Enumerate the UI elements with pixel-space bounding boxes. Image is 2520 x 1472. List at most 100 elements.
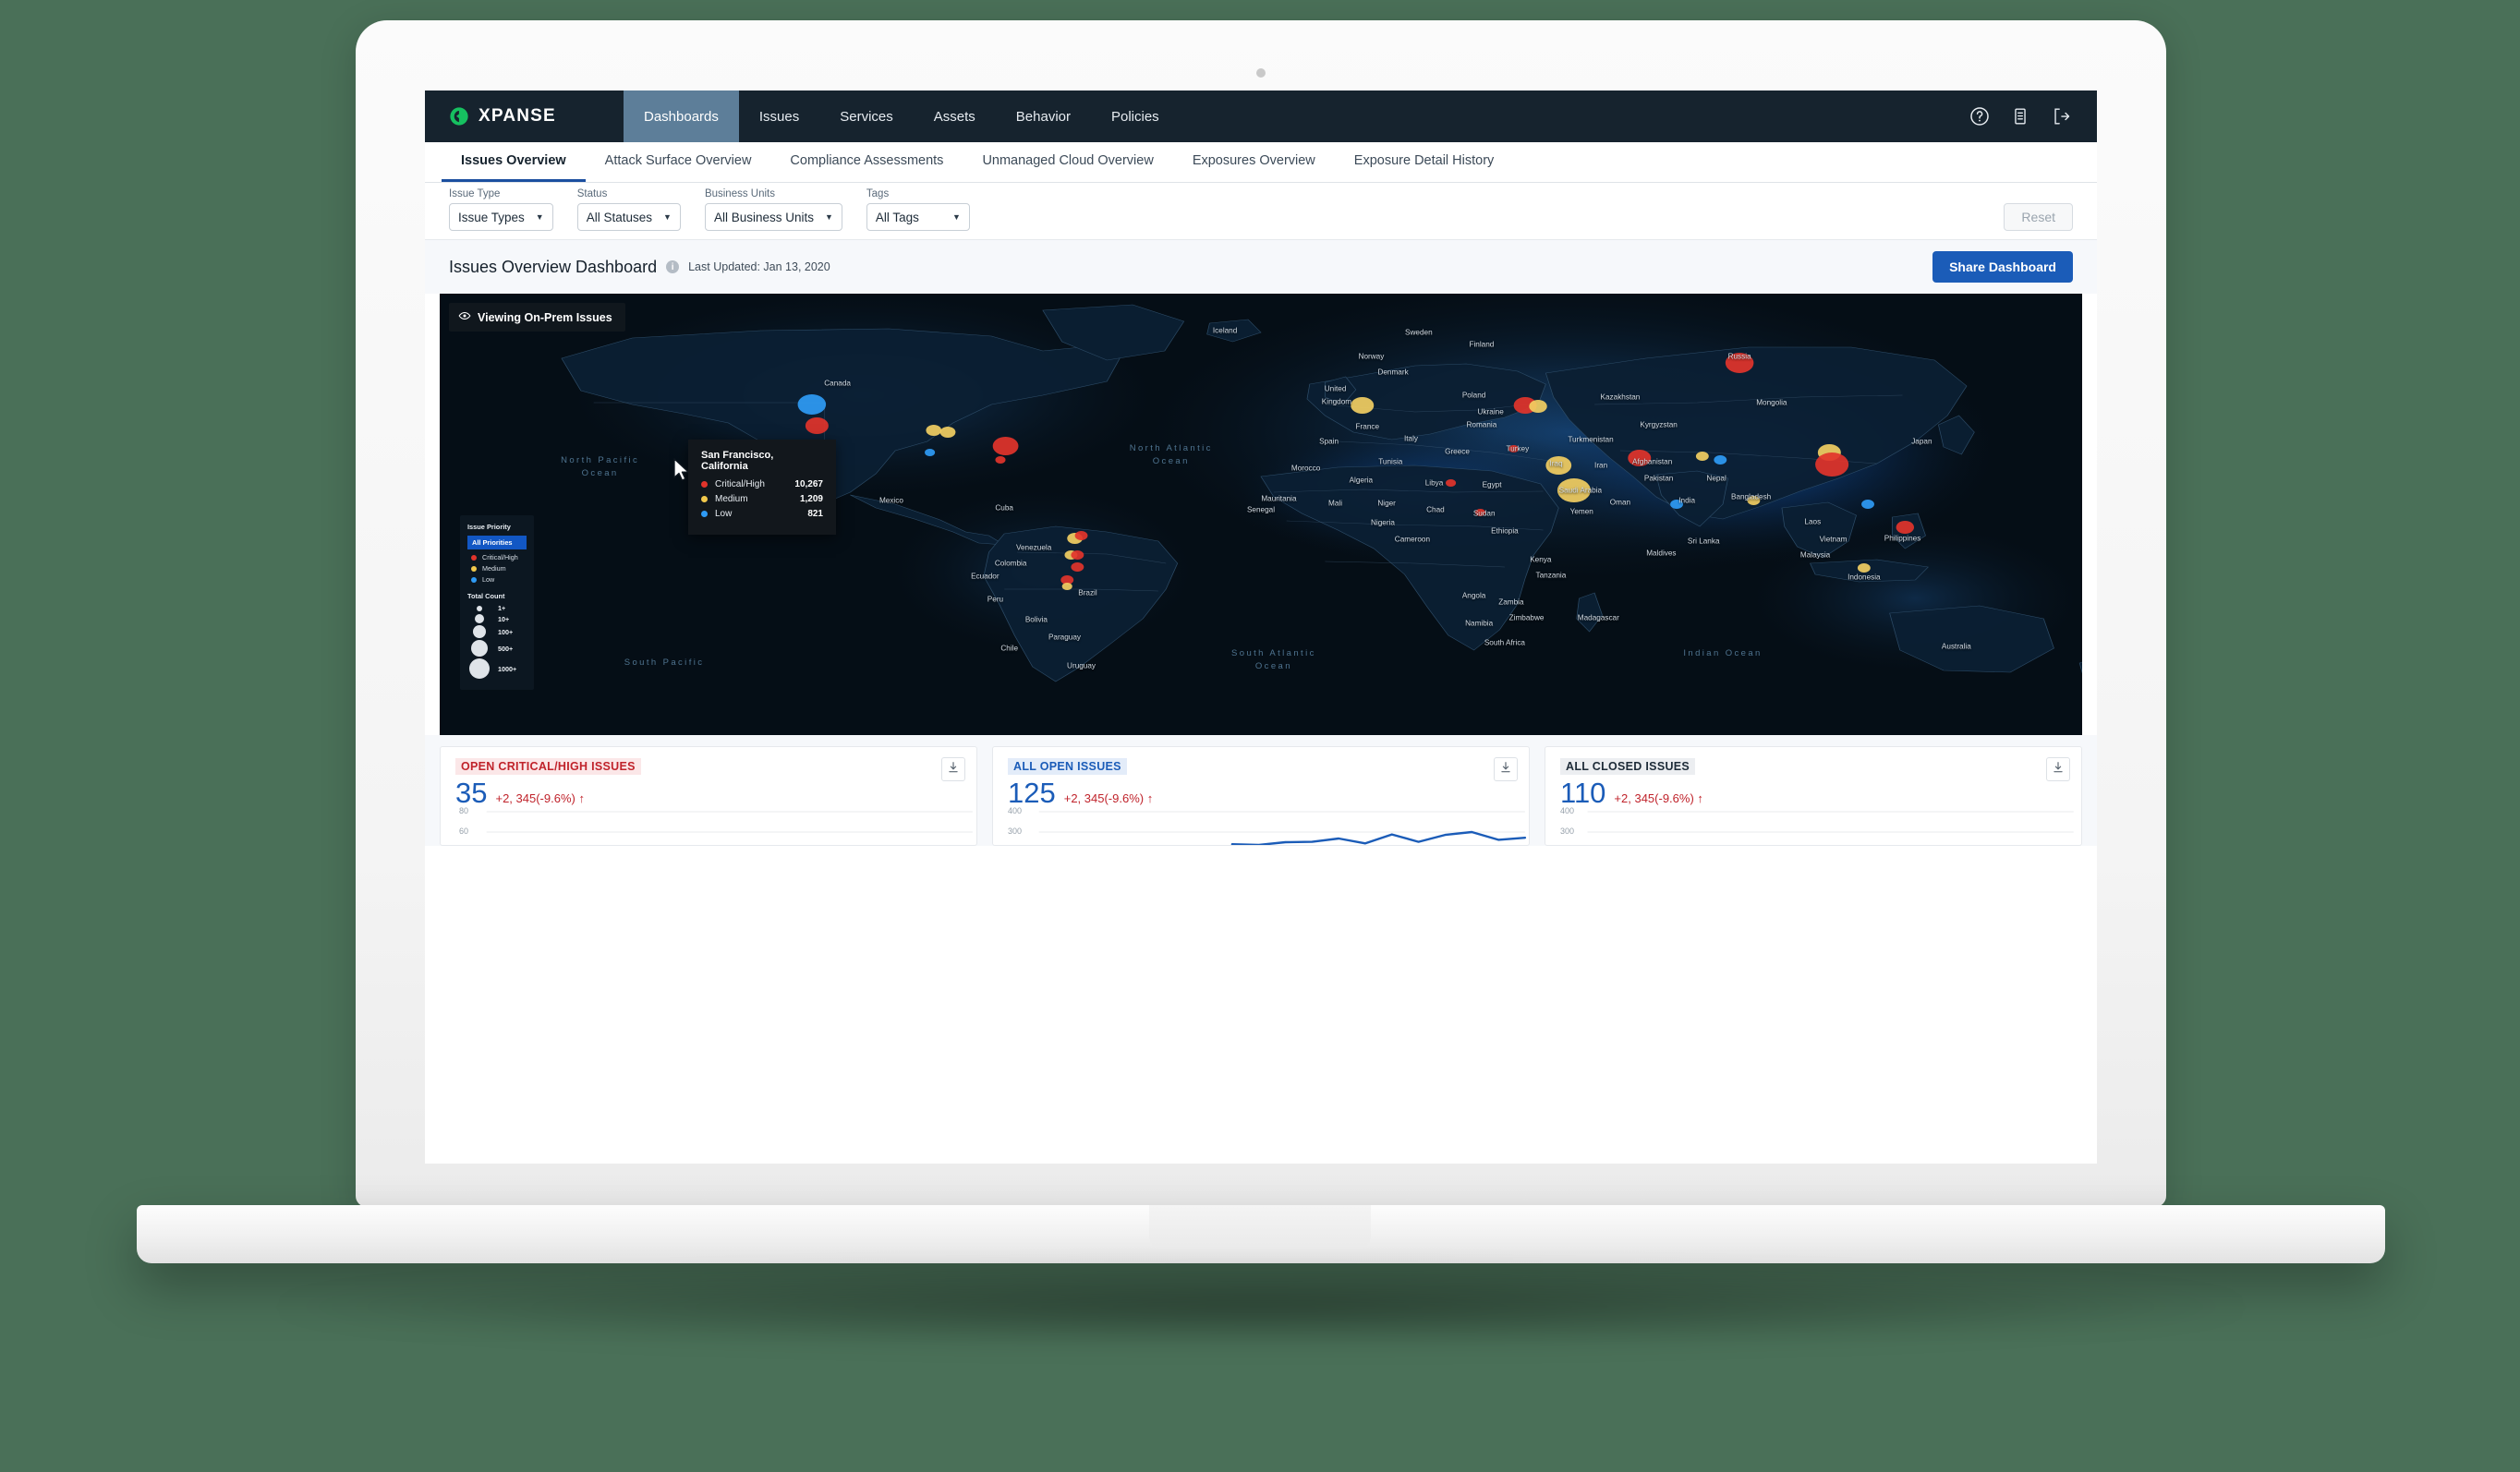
tags-select[interactable]: All Tags ▼ [866,203,970,231]
tab-issues-overview[interactable]: Issues Overview [442,142,586,182]
map-issue-bubble[interactable] [1557,478,1591,502]
size-label: 1+ [498,604,506,612]
map-issue-bubble[interactable] [1628,450,1652,466]
business-units-value: All Business Units [713,210,814,224]
map-issue-bubble[interactable] [995,456,1006,464]
trend-up-arrow-icon: ↑ [578,791,585,805]
low-dot-icon [471,576,477,583]
status-select[interactable]: All Statuses ▼ [576,203,681,231]
map-issue-bubble[interactable] [1695,452,1709,461]
card-open-critical-high-issues[interactable]: OPEN CRITICAL/HIGH ISSUES 35 +2, 345(-9.… [440,746,977,846]
logout-icon[interactable] [2049,104,2073,128]
chevron-down-icon: ▼ [951,212,961,222]
page-title: Issues Overview Dashboard [449,257,658,276]
map-issue-bubble[interactable] [1071,550,1084,560]
brand-logo[interactable]: XPANSE [425,90,624,142]
map-issue-bubble[interactable] [1670,500,1684,509]
tab-label: Exposures Overview [1192,153,1315,168]
filter-status: Status All Statuses ▼ [576,188,681,231]
map-issue-bubble[interactable] [1474,509,1486,516]
help-icon[interactable] [1968,104,1992,128]
card-sparkline: 80 60 [441,804,976,845]
share-dashboard-button[interactable]: Share Dashboard [1932,251,2073,283]
legend-item-medium[interactable]: Medium [471,564,527,573]
viewing-mode-badge[interactable]: Viewing On-Prem Issues [449,303,625,332]
xpanse-app: XPANSE Dashboards Issues Services Assets… [425,90,2097,1164]
map-issue-bubble[interactable] [1545,456,1572,475]
filter-label: Tags [866,188,890,199]
nav-item-policies[interactable]: Policies [1091,90,1180,142]
card-all-closed-issues[interactable]: ALL CLOSED ISSUES 110 +2, 345(-9.6%) ↑ [1545,746,2082,846]
size-circle-icon [475,614,484,623]
mouse-cursor-icon [672,458,691,487]
nav-item-issues[interactable]: Issues [739,90,819,142]
map-issue-bubble[interactable] [925,449,936,456]
reset-label: Reset [2021,210,2055,224]
y-tick: 300 [1560,826,1575,836]
legend-item-low[interactable]: Low [471,575,527,584]
tooltip-value: 1,209 [799,494,823,504]
map-issue-bubble[interactable] [1714,455,1727,465]
map-issue-bubble[interactable] [1857,563,1871,573]
tab-compliance-assessments[interactable]: Compliance Assessments [770,142,963,182]
nav-item-dashboards[interactable]: Dashboards [624,90,739,142]
map-issue-bubble[interactable] [1074,531,1088,540]
download-button[interactable] [941,757,965,781]
map-issue-bubble[interactable] [1529,400,1547,413]
issue-type-select[interactable]: Issue Types ▼ [449,203,553,231]
nav-label: Services [840,108,893,125]
docs-icon[interactable] [2008,104,2032,128]
reset-button[interactable]: Reset [2004,203,2073,231]
info-icon[interactable]: i [666,260,680,273]
nav-label: Behavior [1015,108,1071,125]
nav-label: Issues [758,108,800,125]
map-issue-bubble[interactable] [1747,496,1761,505]
map-issue-bubble[interactable] [926,425,942,436]
nav-item-services[interactable]: Services [819,90,914,142]
tab-exposures-overview[interactable]: Exposures Overview [1173,142,1335,182]
tab-attack-surface-overview[interactable]: Attack Surface Overview [586,142,771,182]
world-map-panel[interactable]: Canada Iceland Sweden Norway Finland Denmark U… [440,294,2082,735]
map-issue-bubble[interactable] [1061,583,1072,590]
legend-all-priorities[interactable]: All Priorities [467,536,527,549]
map-issue-bubble[interactable] [797,394,827,415]
card-all-open-issues[interactable]: ALL OPEN ISSUES 125 +2, 345(-9.6%) ↑ [992,746,1530,846]
map-issue-bubble[interactable] [1725,353,1754,373]
download-button[interactable] [1494,757,1518,781]
tab-unmanaged-cloud-overview[interactable]: Unmanaged Cloud Overview [963,142,1172,182]
legend-item-critical-high[interactable]: Critical/High [471,553,527,561]
map-issue-bubble[interactable] [1351,397,1375,414]
business-units-select[interactable]: All Business Units ▼ [704,203,842,231]
tooltip-label: Low [715,509,733,519]
card-delta: +2, 345(-9.6%) ↑ [1064,791,1153,805]
filter-bar: Issue Type Issue Types ▼ Status All Stat… [425,183,2097,240]
tab-exposure-detail-history[interactable]: Exposure Detail History [1335,142,1514,182]
map-issue-bubble[interactable] [992,437,1019,455]
map-issue-bubble[interactable] [1446,479,1457,487]
map-issue-bubble[interactable] [1815,452,1849,477]
size-label: 500+ [498,644,514,653]
dashboard-tabs: Issues Overview Attack Surface Overview … [425,142,2097,183]
map-issue-bubble[interactable] [939,427,956,438]
size-circle-icon [471,640,488,657]
nav-item-behavior[interactable]: Behavior [996,90,1091,142]
nav-right-icons [1968,90,2097,142]
legend-label: Medium [482,564,506,573]
download-icon [2052,761,2065,778]
map-issue-bubble[interactable] [1060,575,1074,585]
filter-issue-type: Issue Type Issue Types ▼ [449,188,553,231]
trend-up-arrow-icon: ↑ [1146,791,1154,805]
card-value-row: 110 +2, 345(-9.6%) ↑ [1560,778,2066,807]
xpanse-logo-icon [449,106,469,127]
tab-label: Compliance Assessments [790,153,944,168]
filter-label: Status [576,188,608,199]
map-issue-bubble[interactable] [1071,562,1084,572]
nav-item-assets[interactable]: Assets [914,90,996,142]
download-button[interactable] [2046,757,2070,781]
dashboard-header: Issues Overview Dashboard i Last Updated… [425,240,2097,294]
map-issue-bubble[interactable] [1896,521,1915,534]
map-issue-bubble[interactable] [1861,500,1874,509]
map-issue-bubble[interactable] [1508,445,1520,452]
map-issue-bubble[interactable] [805,417,829,434]
